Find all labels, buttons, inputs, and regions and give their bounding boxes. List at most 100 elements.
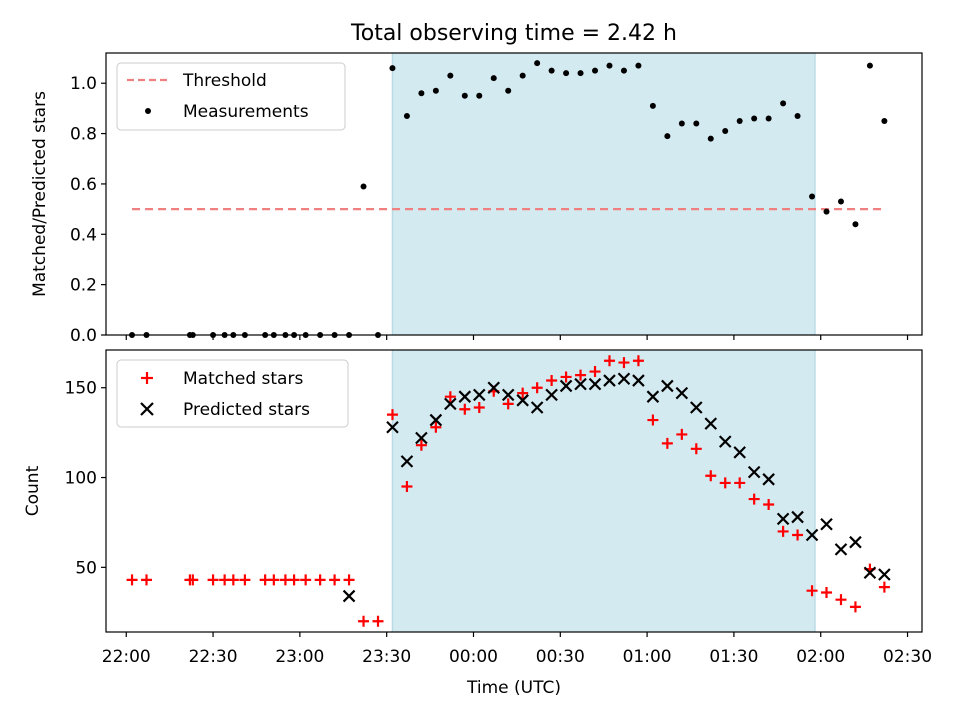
matched-star-point [878, 581, 890, 593]
matched-star-point [288, 574, 300, 586]
measurement-point [837, 198, 844, 205]
measurement-point [461, 92, 468, 99]
measurement-point [852, 221, 859, 228]
top-panel: Total observing time = 2.42 h 0.0 0.2 0.4 0… [30, 21, 923, 346]
predicted-star-point [704, 417, 718, 430]
measurement-point [693, 120, 700, 127]
matched-star-point [690, 443, 702, 455]
predicted-star-point [530, 401, 544, 414]
predicted-star-point [733, 446, 746, 459]
measurement-point [592, 67, 599, 74]
predicted-star-point [458, 390, 472, 403]
measurement-point [505, 87, 512, 94]
measurement-point [606, 62, 613, 69]
matched-star-point [531, 382, 543, 394]
measurement-point [548, 67, 555, 74]
matched-star-point [430, 421, 442, 433]
x-tick-label: 01:00 [623, 647, 672, 667]
bottom-y-axis-label: Count [23, 465, 43, 516]
bottom-plot-frame [105, 349, 923, 633]
predicted-star-point [834, 543, 848, 556]
top-y-tick-label: 1.0 [70, 74, 97, 94]
predicted-star-point [342, 589, 356, 603]
predicted-star-point [415, 431, 428, 445]
measurement-point [823, 208, 830, 215]
x-tick-label: 22:30 [189, 647, 238, 667]
matched-star-point [676, 428, 688, 440]
matched-star-point [401, 481, 413, 493]
predicted-star-point [444, 397, 457, 411]
bottom-observing-window [392, 350, 815, 632]
legend-matched-label: Matched stars [183, 369, 303, 389]
matched-star-point [239, 574, 251, 586]
matched-star-point [661, 437, 673, 449]
measurement-point [881, 117, 888, 124]
matched-star-point [734, 477, 746, 489]
predicted-star-point [646, 390, 660, 403]
matched-star-point [502, 398, 514, 410]
matched-star-point [444, 391, 456, 403]
matched-star-point [705, 470, 717, 482]
measurement-point [635, 62, 642, 69]
matched-star-point [632, 355, 644, 367]
measurement-point [736, 117, 743, 124]
predicted-star-point [747, 465, 761, 479]
x-tick-label: 22:00 [102, 647, 151, 667]
measurement-point [765, 115, 772, 122]
top-plot-frame [105, 52, 923, 336]
predicted-star-point [472, 388, 486, 402]
predicted-star-point [805, 528, 819, 542]
matched-star-point [459, 403, 471, 415]
bottom-panel: 50 100 150 22:00 22:30 23:00 23:30 00:00 00:30 0… [23, 349, 932, 698]
measurement-point [432, 87, 439, 94]
top-observing-window [392, 53, 815, 335]
bottom-y-tick-label: 150 [65, 379, 97, 399]
top-y-tick-label: 0.0 [70, 326, 97, 346]
measurement-point [403, 112, 410, 119]
matched-star-point [473, 401, 485, 413]
legend-measurements-label: Measurements [183, 102, 309, 122]
predicted-star-point [776, 512, 790, 526]
measurement-point [534, 60, 541, 67]
top-y-tick-label: 0.8 [70, 125, 97, 145]
x-tick-label: 00:30 [536, 647, 585, 667]
matched-star-point [207, 574, 219, 586]
predicted-star-point [559, 379, 573, 393]
predicted-star-point [501, 388, 515, 402]
matched-star-point [603, 355, 615, 367]
matched-star-point [372, 615, 384, 627]
measurement-point [707, 135, 714, 142]
predicted-star-point [429, 413, 443, 427]
predicted-star-point [675, 386, 689, 400]
measurement-point [519, 72, 526, 79]
top-y-tick-label: 0.4 [70, 225, 97, 245]
measurement-point [476, 92, 483, 99]
matched-star-point [777, 525, 789, 537]
predicted-star-point [603, 374, 616, 387]
predicted-star-point [690, 401, 703, 414]
measurement-point [418, 90, 425, 97]
measurement-point [780, 100, 787, 107]
predicted-star-point [661, 379, 674, 393]
x-tick-label: 02:30 [883, 647, 932, 667]
matched-star-point [546, 375, 558, 387]
measurement-point [649, 102, 656, 109]
measurement-point [563, 70, 570, 77]
measurement-point [794, 112, 801, 119]
x-tick-label: 00:00 [449, 647, 498, 667]
measurement-point [620, 67, 627, 74]
x-axis-label: Time (UTC) [466, 678, 561, 698]
legend-predicted-swatch [140, 402, 154, 416]
measurement-point [722, 128, 729, 135]
matched-star-point [187, 574, 199, 586]
measurement-point [447, 72, 454, 79]
matched-star-point [849, 601, 861, 613]
matched-star-point [806, 585, 818, 597]
matched-star-point [792, 529, 804, 541]
matched-star-point [719, 477, 731, 489]
matched-star-point [314, 574, 326, 586]
top-y-tick-label: 0.2 [70, 276, 97, 296]
legend-threshold-label: Threshold [182, 71, 267, 91]
top-legend: Threshold Measurements [116, 62, 346, 131]
